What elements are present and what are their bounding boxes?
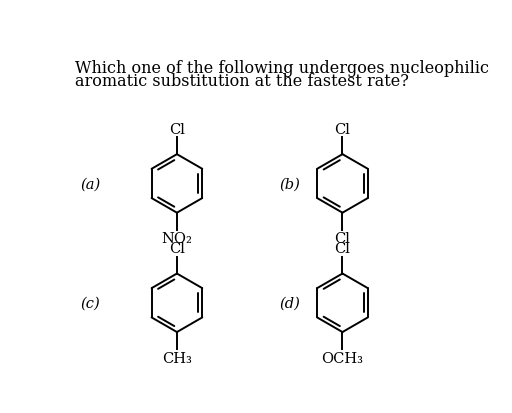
Text: OCH₃: OCH₃	[322, 351, 364, 365]
Text: CH₃: CH₃	[162, 351, 192, 365]
Text: Cl: Cl	[169, 242, 185, 255]
Text: Cl: Cl	[334, 242, 350, 255]
Text: Which one of the following undergoes nucleophilic: Which one of the following undergoes nuc…	[75, 60, 488, 77]
Text: Cl: Cl	[169, 122, 185, 136]
Text: (c): (c)	[81, 296, 100, 310]
Text: (a): (a)	[81, 177, 101, 191]
Text: (d): (d)	[280, 296, 300, 310]
Text: NO₂: NO₂	[161, 232, 193, 246]
Text: Cl: Cl	[334, 232, 350, 246]
Text: Cl: Cl	[334, 122, 350, 136]
Text: aromatic substitution at the fastest rate?: aromatic substitution at the fastest rat…	[75, 73, 409, 90]
Text: (b): (b)	[280, 177, 300, 191]
